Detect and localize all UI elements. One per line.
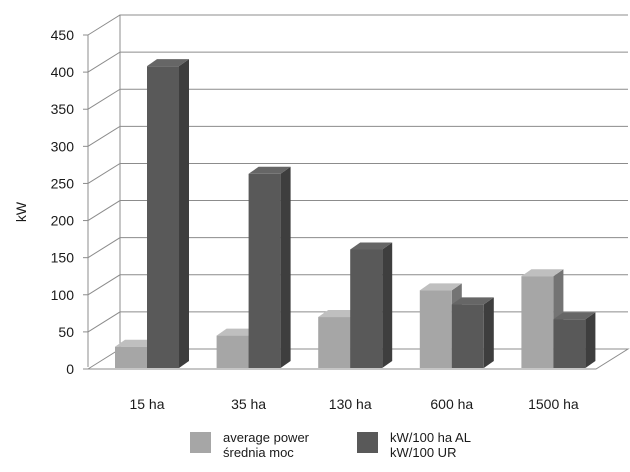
bar-35-ha-series-2 — [248, 166, 291, 368]
bar-front — [115, 346, 147, 368]
bar-top — [350, 242, 393, 250]
bar-top — [521, 269, 564, 277]
bar-side — [483, 297, 494, 368]
gridline — [87, 274, 628, 296]
gridline — [87, 162, 628, 184]
y-tick-label: 150 — [51, 250, 75, 266]
y-axis-title: kW — [13, 201, 29, 222]
legend-swatch-average-power — [190, 432, 211, 453]
x-tick-label: 600 ha — [430, 396, 473, 412]
bar-side — [280, 166, 291, 368]
bar-front — [553, 319, 586, 368]
bar-top — [216, 328, 259, 336]
legend-label-line: kW/100 UR — [390, 445, 457, 460]
y-tick-label: 250 — [51, 175, 75, 191]
legend: average power średnia moc kW/100 ha AL kW/… — [190, 430, 550, 470]
x-axis-ticks: 15 ha 35 ha 130 ha 600 ha 1500 ha — [129, 396, 578, 412]
x-tick-label: 1500 ha — [528, 396, 579, 412]
y-tick-label: 100 — [51, 287, 75, 303]
legend-item-average-power: average power średnia moc — [190, 430, 309, 460]
bar-top — [115, 339, 157, 347]
bar-side — [585, 312, 596, 368]
gridlines — [87, 14, 628, 333]
legend-swatch-kw-per-100ha — [357, 432, 378, 453]
y-tick-label: 350 — [51, 101, 75, 117]
bar-front — [216, 335, 249, 368]
y-tick-label: 50 — [58, 324, 74, 340]
bar-top — [451, 297, 494, 305]
gridline — [87, 14, 628, 36]
legend-label-average-power: average power średnia moc — [223, 430, 309, 460]
y-axis-ticks: 0 50 100 150 200 250 300 350 400 450 — [51, 27, 88, 377]
y-tick-label: 400 — [51, 64, 75, 80]
bar-130-ha-series-2 — [350, 242, 393, 368]
bar-front — [147, 66, 179, 368]
bar-front — [419, 290, 452, 368]
bar-front — [451, 304, 484, 368]
y-tick-label: 200 — [51, 213, 75, 229]
bar-top — [318, 310, 361, 318]
y-tick-label: 300 — [51, 138, 75, 154]
bar-side — [179, 59, 189, 368]
bar-15-ha-series-2 — [147, 59, 189, 368]
legend-label-kw-per-100ha: kW/100 ha AL kW/100 UR — [390, 430, 471, 460]
bar-1500-ha-series-2 — [553, 312, 596, 368]
gridline — [87, 51, 628, 73]
legend-item-kw-per-100ha: kW/100 ha AL kW/100 UR — [357, 430, 471, 460]
gridline — [87, 125, 628, 147]
bar-top — [248, 166, 291, 174]
floor — [86, 348, 630, 370]
bars — [115, 59, 596, 368]
gridline — [87, 200, 628, 221]
y-tick-label: 450 — [51, 27, 75, 43]
bar-600-ha-series-2 — [451, 297, 494, 368]
x-tick-label: 35 ha — [231, 396, 266, 412]
x-tick-label: 15 ha — [129, 396, 164, 412]
bar-front — [350, 249, 383, 368]
gridline — [87, 237, 628, 259]
bar-side — [382, 242, 393, 368]
legend-label-line: average power — [223, 430, 309, 445]
legend-label-line: kW/100 ha AL — [390, 430, 471, 445]
bar-top — [147, 59, 189, 67]
x-tick-label: 130 ha — [329, 396, 372, 412]
gridline — [87, 88, 628, 110]
bar-front — [248, 173, 281, 368]
y-tick-label: 0 — [66, 361, 74, 377]
legend-label-line: średnia moc — [223, 445, 294, 460]
bar-front — [318, 317, 351, 368]
bar-top — [553, 312, 596, 320]
bar-front — [521, 276, 554, 368]
bar-top — [419, 283, 462, 291]
